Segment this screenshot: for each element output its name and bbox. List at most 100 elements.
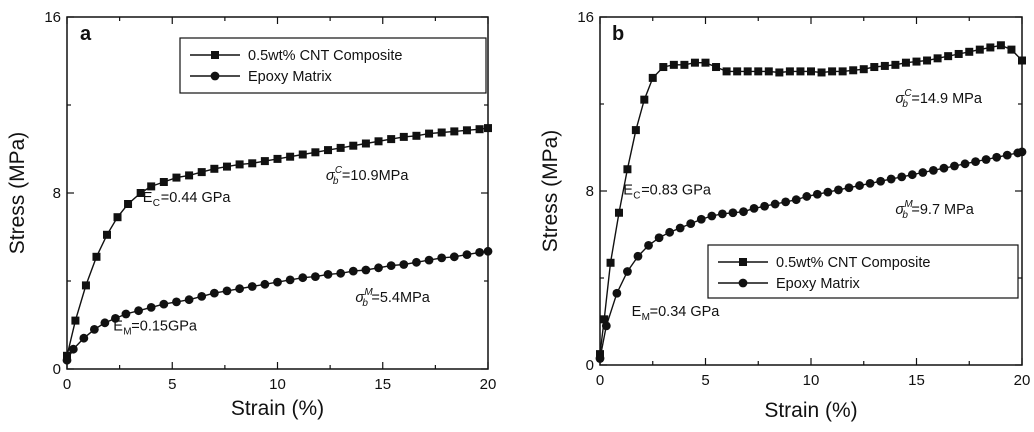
data-point-circle: [424, 255, 434, 265]
data-point-square: [159, 178, 168, 186]
data-point-square: [880, 61, 889, 70]
legend: 0.5wt% CNT Composite Epoxy Matrix: [707, 244, 1019, 299]
data-point-circle: [623, 267, 632, 276]
data-point-circle: [184, 295, 194, 305]
data-point-square: [975, 45, 984, 54]
data-point-circle: [310, 272, 320, 281]
data-point-circle: [462, 250, 472, 259]
chart-panel-a: 0 5 10 15 20 0 8 16 Strain (%) Stress (MPa) a 0.5wt…: [6, 9, 496, 420]
data-point-circle: [749, 204, 759, 213]
x-tick-label: 5: [168, 376, 176, 393]
data-point-circle: [601, 321, 611, 331]
annotation-subscript: M: [123, 327, 131, 338]
data-point-circle: [760, 201, 769, 211]
data-point-square: [614, 208, 623, 217]
data-point-circle: [834, 185, 843, 195]
annotation-value: =0.44 GPa: [161, 190, 232, 206]
data-point-square: [361, 139, 370, 148]
data-point-circle: [844, 183, 854, 193]
data-point-circle: [595, 354, 605, 363]
data-point-square: [210, 164, 219, 173]
data-point-circle: [197, 292, 207, 301]
data-point-circle: [483, 246, 493, 256]
data-point-square: [733, 67, 742, 76]
data-point-square: [722, 67, 731, 76]
data-point-circle: [665, 227, 675, 237]
data-point-circle: [374, 263, 383, 273]
data-point-square: [785, 67, 794, 76]
annotation: σ Cb =14.9 MPa: [895, 88, 982, 110]
data-point-square: [124, 200, 133, 208]
data-point-square: [870, 63, 879, 72]
data-point-circle: [855, 181, 864, 190]
data-point-square: [399, 132, 408, 141]
data-point-circle: [728, 208, 738, 218]
data-point-square: [71, 316, 80, 325]
data-point-square: [912, 57, 921, 66]
data-point-square: [63, 351, 71, 360]
data-point-circle: [823, 187, 833, 197]
data-point-square: [996, 41, 1005, 50]
data-point-circle: [134, 306, 143, 316]
series-epoxy-matrix: [62, 246, 493, 365]
data-point-square: [197, 168, 206, 177]
data-point-circle: [68, 344, 78, 354]
annotation-symbol: σ: [895, 91, 905, 107]
legend-marker-square: [211, 51, 219, 59]
annotation-subscript: b: [902, 99, 908, 110]
data-point-circle: [739, 207, 748, 217]
annotation-symbol: σ: [355, 290, 365, 306]
data-point-square: [859, 65, 868, 74]
data-point-circle: [62, 355, 72, 365]
data-point-circle: [172, 297, 181, 307]
data-point-square: [462, 126, 471, 135]
chart-panel-b: 0 5 10 15 20 0 8 16 Strain (%) Stress (MPa) b 0.5wt…: [539, 9, 1030, 422]
data-point-circle: [209, 288, 219, 298]
data-point-square: [743, 67, 752, 76]
data-point-square: [944, 52, 953, 61]
data-point-square: [891, 60, 900, 69]
data-point-square: [701, 58, 710, 67]
x-tick-label: 10: [803, 372, 820, 389]
data-point-square: [273, 154, 282, 163]
data-point-square: [349, 141, 358, 150]
data-point-circle: [361, 265, 371, 275]
annotation: E M =0.34 GPa: [632, 304, 721, 323]
data-point-circle: [111, 314, 120, 323]
y-tick-label: 0: [53, 361, 61, 378]
data-point-circle: [79, 333, 89, 343]
data-point-circle: [146, 303, 156, 312]
data-point-square: [901, 58, 910, 67]
y-tick-label: 8: [586, 183, 594, 200]
data-point-circle: [89, 325, 99, 334]
data-point-circle: [285, 275, 295, 285]
panel-letter: a: [80, 23, 92, 45]
annotation-symbol: E: [632, 304, 642, 320]
annotation: σ Cb =10.9MPa: [326, 165, 409, 187]
annotation-value: =9.7 MPa: [911, 202, 974, 218]
data-point-square: [764, 67, 773, 76]
x-tick-label: 20: [1014, 372, 1031, 389]
data-point-circle: [121, 309, 131, 319]
data-point-circle: [323, 270, 333, 279]
y-tick-label: 8: [53, 185, 61, 202]
data-point-square: [81, 281, 90, 290]
data-point-square: [923, 56, 932, 65]
data-point-circle: [781, 197, 791, 207]
data-point-square: [680, 60, 689, 69]
data-point-circle: [100, 318, 110, 328]
x-tick-label: 15: [908, 372, 925, 389]
data-point-square: [606, 258, 615, 267]
data-point-circle: [633, 251, 643, 261]
data-point-square: [849, 66, 858, 75]
data-point-square: [387, 135, 396, 144]
y-tick-label: 16: [44, 9, 61, 26]
data-point-circle: [159, 299, 169, 309]
data-point-square: [235, 160, 244, 169]
data-point-circle: [247, 282, 257, 291]
data-point-circle: [273, 277, 282, 287]
data-point-square: [374, 137, 383, 146]
data-point-circle: [399, 260, 409, 269]
legend-box: [707, 244, 1019, 299]
